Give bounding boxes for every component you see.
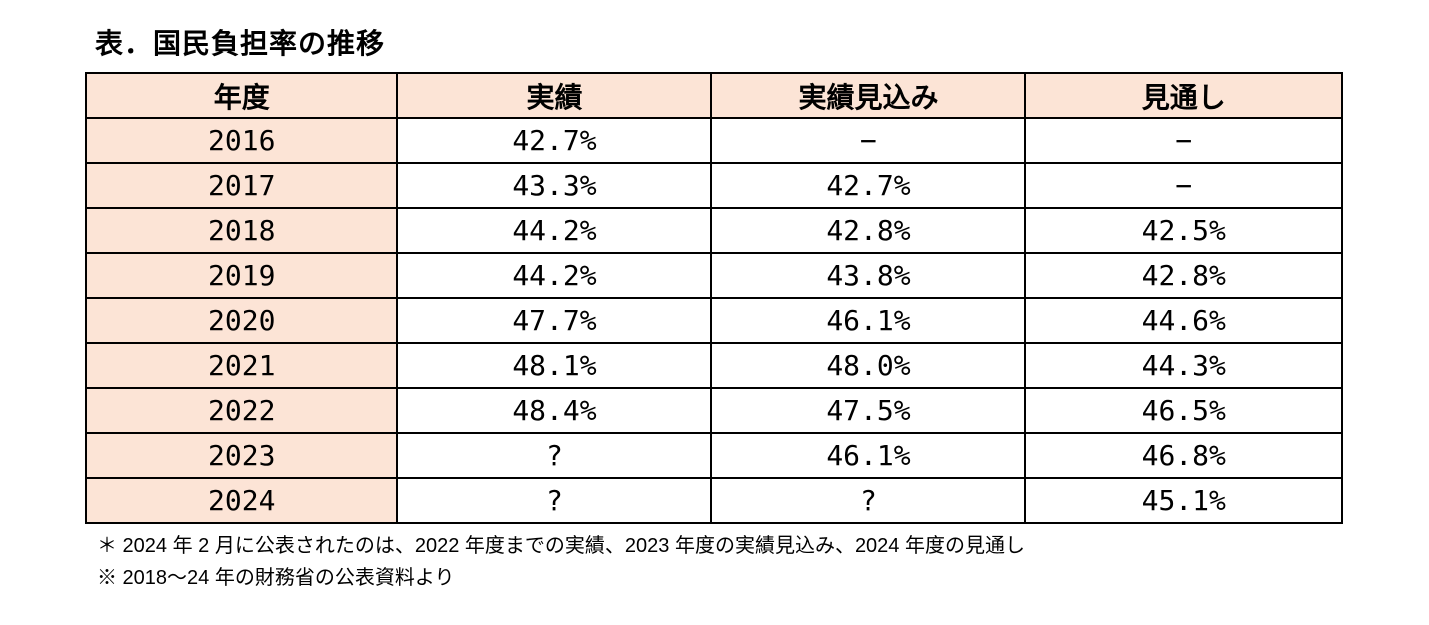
table-row: 2016 42.7% − − xyxy=(84,117,1343,164)
forecast-cell: 45.1% xyxy=(1024,477,1343,524)
note-source: ※ 2018～24 年の財務省の公表資料より xyxy=(97,567,455,589)
actual-cell: 42.7% xyxy=(396,117,713,164)
year-cell: 2019 xyxy=(84,252,399,299)
estimate-cell: 43.8% xyxy=(710,252,1027,299)
actual-cell: ? xyxy=(396,477,713,524)
table-row: 2019 44.2% 43.8% 42.8% xyxy=(84,252,1343,299)
estimate-cell: 42.7% xyxy=(710,162,1027,209)
national-burden-rate-table: 年度 実績 実績見込み 見通し 2016 42.7% − − 2017 43.3… xyxy=(84,72,1343,524)
table-row: 2018 44.2% 42.8% 42.5% xyxy=(84,207,1343,254)
year-cell: 2017 xyxy=(84,162,399,209)
estimate-cell: 47.5% xyxy=(710,387,1027,434)
year-cell: 2023 xyxy=(84,432,399,479)
year-cell: 2016 xyxy=(84,117,399,164)
actual-cell: 48.4% xyxy=(396,387,713,434)
note-publication: ＊ 2024 年 2 月に公表されたのは、2022 年度までの実績、2023 年… xyxy=(97,535,1025,557)
footnotes: ＊ 2024 年 2 月に公表されたのは、2022 年度までの実績、2023 年… xyxy=(97,534,1429,590)
estimate-cell: − xyxy=(710,117,1027,164)
estimate-cell: 42.8% xyxy=(710,207,1027,254)
forecast-cell: − xyxy=(1024,117,1343,164)
forecast-cell: 42.8% xyxy=(1024,252,1343,299)
forecast-cell: 46.8% xyxy=(1024,432,1343,479)
actual-cell: 48.1% xyxy=(396,342,713,389)
table-row: 2022 48.4% 47.5% 46.5% xyxy=(84,387,1343,434)
forecast-cell: 44.3% xyxy=(1024,342,1343,389)
actual-cell: ? xyxy=(396,432,713,479)
year-cell: 2021 xyxy=(84,342,399,389)
forecast-cell: 46.5% xyxy=(1024,387,1343,434)
estimate-cell: 46.1% xyxy=(710,297,1027,344)
table-row: 2023 ? 46.1% 46.8% xyxy=(84,432,1343,479)
table-row: 2024 ? ? 45.1% xyxy=(84,477,1343,524)
actual-cell: 43.3% xyxy=(396,162,713,209)
document-page: 表．国民負担率の推移 年度 実績 実績見込み 見通し 2016 42.7% − … xyxy=(84,28,1429,590)
table-header-row: 年度 実績 実績見込み 見通し xyxy=(84,72,1343,119)
year-cell: 2020 xyxy=(84,297,399,344)
year-cell: 2024 xyxy=(84,477,399,524)
header-forecast: 見通し xyxy=(1024,72,1343,119)
estimate-cell: 48.0% xyxy=(710,342,1027,389)
header-year: 年度 xyxy=(84,72,399,119)
estimate-cell: ? xyxy=(710,477,1027,524)
actual-cell: 47.7% xyxy=(396,297,713,344)
page-title: 表．国民負担率の推移 xyxy=(95,28,386,59)
year-cell: 2022 xyxy=(84,387,399,434)
forecast-cell: 42.5% xyxy=(1024,207,1343,254)
actual-cell: 44.2% xyxy=(396,252,713,299)
forecast-cell: − xyxy=(1024,162,1343,209)
year-cell: 2018 xyxy=(84,207,399,254)
header-estimate: 実績見込み xyxy=(710,72,1027,119)
estimate-cell: 46.1% xyxy=(710,432,1027,479)
table-row: 2017 43.3% 42.7% − xyxy=(84,162,1343,209)
header-actual: 実績 xyxy=(396,72,713,119)
forecast-cell: 44.6% xyxy=(1024,297,1343,344)
table-row: 2020 47.7% 46.1% 44.6% xyxy=(84,297,1343,344)
table-row: 2021 48.1% 48.0% 44.3% xyxy=(84,342,1343,389)
actual-cell: 44.2% xyxy=(396,207,713,254)
